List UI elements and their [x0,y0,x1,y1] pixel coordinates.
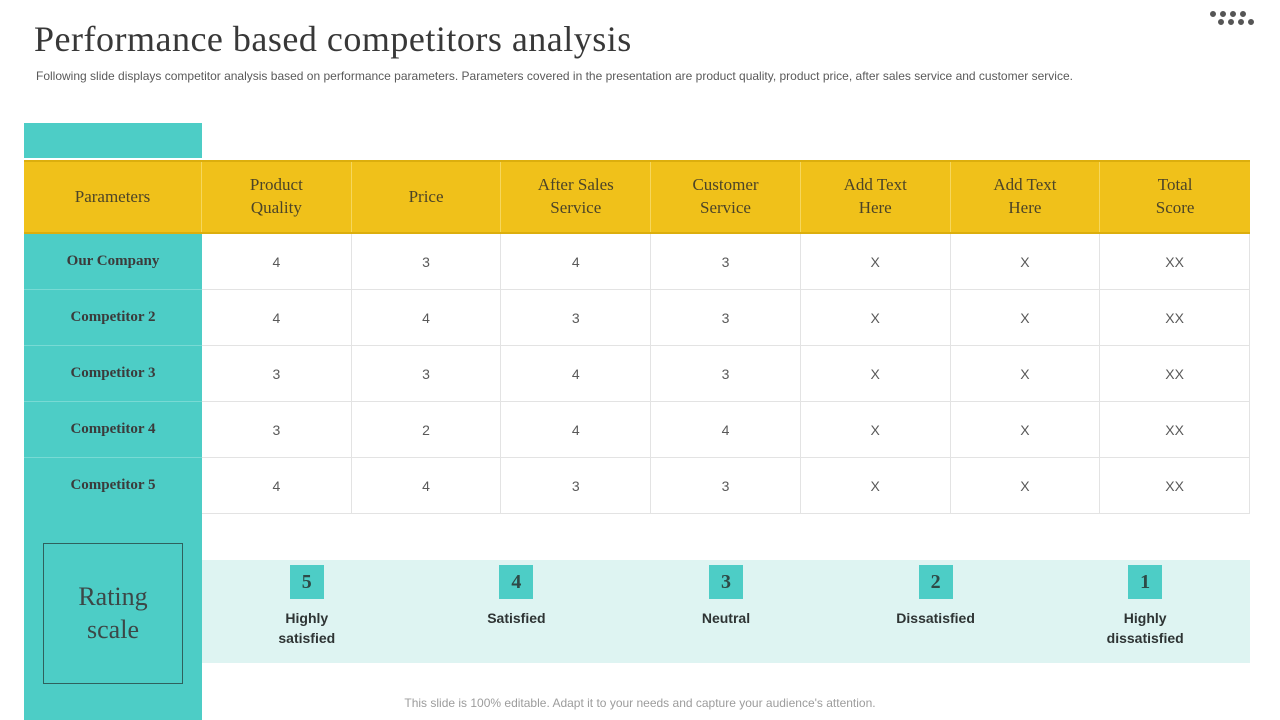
table-row: Competitor 5 4 4 3 3 X X XX [24,458,1250,514]
table-row: Competitor 2 4 4 3 3 X X XX [24,290,1250,346]
table-row: Competitor 3 3 3 4 3 X X XX [24,346,1250,402]
table-cell: 3 [651,346,801,402]
rating-item: 4 Satisfied [412,560,622,663]
row-label: Competitor 4 [24,402,202,458]
rating-label: Dissatisfied [896,610,975,626]
table-cell: 4 [651,402,801,458]
rating-score-badge: 1 [1128,565,1163,599]
competitor-analysis-table: Parameters Product Quality Price After Sale… [24,160,1250,514]
table-cell: X [950,346,1101,402]
row-label: Competitor 5 [24,458,202,514]
table-cell: 3 [501,290,652,346]
rating-item: 3 Neutral [621,560,831,663]
table-cell: 2 [351,402,502,458]
table-cell: XX [1100,458,1250,514]
table-row: Our Company 4 3 4 3 X X XX [24,234,1250,290]
ring-icon [1238,19,1244,25]
table-cell: 3 [351,234,502,290]
column-header: Customer Service [651,162,801,232]
table-cell: 4 [501,402,652,458]
rating-scale-strip: 5 Highly satisfied 4 Satisfied 3 Neutral 2 Diss… [202,560,1250,663]
column-header: Total Score [1155,175,1195,217]
table-cell: X [800,402,951,458]
table-cell: X [950,402,1101,458]
ring-icon [1248,19,1254,25]
ring-icon [1230,11,1236,17]
column-header-parameters: Parameters [24,162,202,232]
rating-label: Highly satisfied [278,610,336,646]
column-header: After Sales Service [501,162,652,232]
rating-scale-title: Rating scale [43,543,183,684]
table-cell: X [950,458,1101,514]
table-body: Our Company 4 3 4 3 X X XX Competitor 2 4 4 3 3 X X XX C… [24,234,1250,514]
table-cell: 4 [202,458,352,514]
ring-icon [1218,19,1224,25]
table-cell: 4 [501,346,652,402]
ring-icon [1220,11,1226,17]
table-cell: X [800,346,951,402]
table-cell: X [800,290,951,346]
table-cell: XX [1100,402,1250,458]
row-label: Competitor 3 [24,346,202,402]
table-cell: 3 [202,402,352,458]
rating-score-badge: 5 [289,565,324,599]
rating-item: 2 Dissatisfied [831,560,1041,663]
rating-label: Neutral [701,610,751,626]
rating-score-badge: 4 [499,565,534,599]
table-cell: 4 [501,234,652,290]
header-accent-tab [24,123,202,158]
table-cell: 4 [351,290,502,346]
row-label: Competitor 2 [24,290,202,346]
table-cell: 3 [651,458,801,514]
table-cell: XX [1100,290,1250,346]
rings-decoration-icon [1210,11,1254,25]
table-cell: 3 [202,346,352,402]
table-cell: 4 [202,234,352,290]
column-header: Add Text Here [951,162,1101,232]
rings-row [1210,11,1254,17]
page-title: Performance based competitors analysis [34,19,632,59]
ring-icon [1210,11,1216,17]
rating-item: 5 Highly satisfied [202,560,412,663]
footer-note: This slide is 100% editable. Adapt it to… [404,696,876,710]
table-cell: XX [1100,346,1250,402]
rating-scale-panel: Rating scale [24,513,202,720]
page-subtitle: Following slide displays competitor anal… [36,69,1073,83]
table-cell: XX [1100,234,1250,290]
rating-item: 1 Highly dissatisfied [1040,560,1250,663]
table-cell: X [950,234,1101,290]
table-cell: X [950,290,1101,346]
table-cell: X [800,458,951,514]
table-cell: 3 [351,346,502,402]
column-header: Price [352,162,502,232]
table-header-row: Parameters Product Quality Price After Sale… [24,160,1250,234]
rings-row [1218,19,1254,25]
row-label: Our Company [24,234,202,290]
column-header: Product Quality [202,162,352,232]
table-cell: 3 [651,290,801,346]
table-cell: 3 [651,234,801,290]
table-cell: X [800,234,951,290]
ring-icon [1240,11,1246,17]
ring-icon [1228,19,1234,25]
rating-score-badge: 3 [708,565,743,599]
table-row: Competitor 4 3 2 4 4 X X XX [24,402,1250,458]
table-cell: 3 [501,458,652,514]
table-cell: 4 [202,290,352,346]
rating-label: Highly dissatisfied [1106,610,1184,646]
column-header: Add Text Here [801,162,951,232]
rating-score-badge: 2 [918,565,953,599]
table-cell: 4 [351,458,502,514]
rating-label: Satisfied [487,610,546,626]
